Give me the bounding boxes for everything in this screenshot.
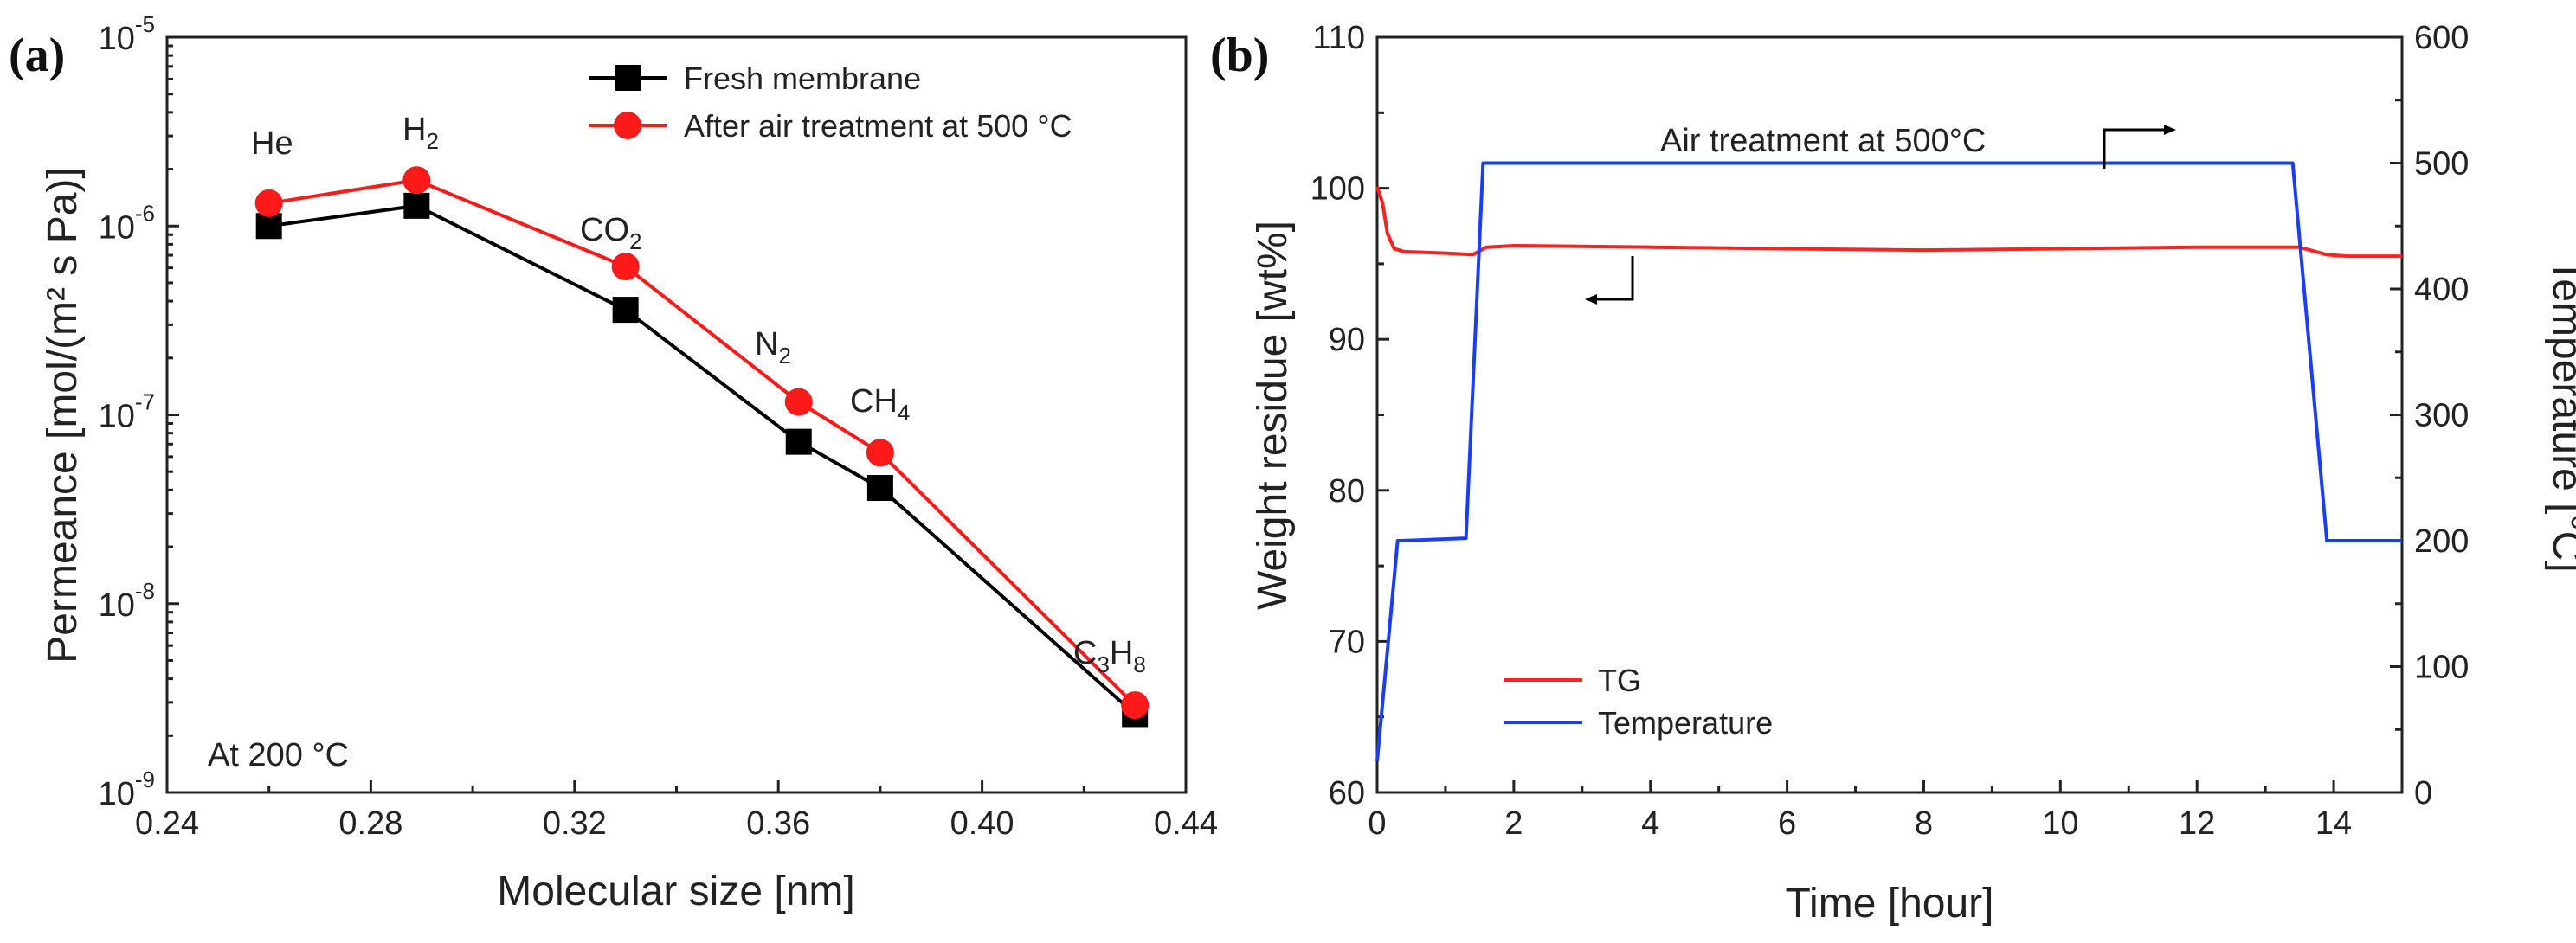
panel-b-x-ticks: 0 2 4 6 8 10 12 14 <box>1368 780 2404 842</box>
panel-b-y-ticks: 60 70 80 90 100 110 <box>1311 20 1389 811</box>
y2-tick-label: 0 <box>2414 775 2432 811</box>
panel-a-y-axis-title: Permeance [mol/(m² s Pa)] <box>40 167 86 663</box>
gas-label: N2 <box>755 326 791 369</box>
panel-a-x-axis-title: Molecular size [nm] <box>497 869 854 914</box>
y-tick-label: 10-7 <box>99 389 155 435</box>
y2-tick-label: 400 <box>2414 272 2469 308</box>
x-tick-label: 10 <box>2042 805 2078 842</box>
legend-marker-fresh <box>615 65 641 91</box>
data-point-treated <box>1121 691 1150 720</box>
panel-b: (b) 0 2 4 6 8 10 12 14 60 70 80 90 100 110 0 100 200 30… <box>1210 20 2576 927</box>
panel-b-y2-axis-title: Temperature [°C] <box>2544 258 2576 572</box>
arrow-to-left-axis <box>1597 256 1634 301</box>
panel-b-y2-ticks: 0 100 200 300 400 500 600 <box>2390 20 2469 811</box>
panel-b-legend: TG Temperature <box>1504 663 1773 741</box>
panel-a-annotation: At 200 °C <box>208 737 349 773</box>
panel-a-x-ticks: 0.24 0.28 0.32 0.36 0.40 0.44 <box>135 780 1218 842</box>
legend-label-fresh: Fresh membrane <box>684 61 921 96</box>
y-tick-label: 10-6 <box>99 200 155 246</box>
panel-b-y-axis-title: Weight residue [wt%] <box>1250 221 1296 610</box>
data-point-fresh <box>612 297 639 324</box>
y-tick-label: 100 <box>1311 171 1365 208</box>
x-tick-label: 2 <box>1504 805 1523 842</box>
y2-tick-label: 600 <box>2414 20 2469 56</box>
y-tick-label: 90 <box>1329 322 1365 358</box>
x-tick-label: 8 <box>1915 805 1933 842</box>
data-point-treated <box>254 189 283 217</box>
y-tick-label: 10-9 <box>99 767 155 812</box>
panel-a-label: (a) <box>9 29 65 82</box>
x-tick-label: 0 <box>1368 805 1386 842</box>
x-tick-label: 0.44 <box>1154 805 1218 842</box>
arrow-to-left-axis-head <box>1585 294 1597 305</box>
data-point-fresh <box>785 428 812 455</box>
y2-tick-label: 300 <box>2414 398 2469 434</box>
x-tick-label: 6 <box>1778 805 1796 842</box>
series-line-tg <box>1375 186 2402 259</box>
y-tick-label: 70 <box>1329 624 1365 660</box>
data-point-fresh <box>403 192 430 219</box>
panel-b-x-axis-title: Time [hour] <box>1786 881 1994 927</box>
legend-label-temperature: Temperature <box>1598 705 1773 741</box>
panel-a-plot-frame <box>165 35 1188 794</box>
panel-b-label: (b) <box>1210 29 1269 82</box>
y2-tick-label: 200 <box>2414 523 2469 560</box>
panel-b-annotation: Air treatment at 500°C <box>1660 123 1986 159</box>
y-tick-label: 60 <box>1329 775 1365 811</box>
arrow-to-right-axis-head <box>2164 125 2176 135</box>
y-tick-label: 80 <box>1329 473 1365 510</box>
x-tick-label: 14 <box>2315 805 2352 842</box>
gas-label: He <box>251 125 293 162</box>
panel-a: (a) 0.24 0.28 0.32 0.36 0.40 0.44 10-910-810-… <box>9 11 1218 914</box>
panel-a-y-ticks: 10-9 10-8 10-7 10-6 10-5 <box>99 11 179 812</box>
y2-tick-label: 100 <box>2414 650 2469 686</box>
data-point-treated <box>866 439 894 467</box>
data-point-fresh <box>255 213 282 240</box>
legend-label-treated: After air treatment at 500 °C <box>684 108 1072 144</box>
gas-label: CO2 <box>580 212 641 254</box>
series-line-treated <box>268 178 1137 707</box>
series-line-temperature <box>1375 161 2402 761</box>
panel-b-series <box>1375 161 2402 761</box>
y-tick-label: 10-8 <box>99 578 155 624</box>
x-tick-label: 12 <box>2179 805 2215 842</box>
panel-a-gas-labels: He H2 CO2 N2 CH4 C3H8 <box>251 112 1146 677</box>
legend-marker-treated <box>614 112 641 139</box>
x-tick-label: 0.32 <box>543 805 607 842</box>
x-tick-label: 0.24 <box>135 805 199 842</box>
arrow-to-right-axis <box>2103 128 2164 169</box>
data-point-fresh <box>866 475 893 502</box>
y-tick-label: 10-5 <box>99 11 155 57</box>
legend-label-tg: TG <box>1598 663 1641 698</box>
panel-a-legend: Fresh membrane After air treatment at 50… <box>589 61 1072 144</box>
x-tick-label: 0.40 <box>950 805 1014 842</box>
gas-label: CH4 <box>850 383 910 426</box>
x-tick-label: 4 <box>1641 805 1659 842</box>
data-point-treated <box>784 388 813 416</box>
x-tick-label: 0.36 <box>746 805 810 842</box>
data-point-treated <box>402 166 431 195</box>
x-tick-label: 0.28 <box>338 805 402 842</box>
data-point-treated <box>611 253 640 281</box>
gas-label: H2 <box>402 112 439 154</box>
y2-tick-label: 500 <box>2414 146 2469 183</box>
series-line-fresh <box>268 203 1137 715</box>
y-tick-label: 110 <box>1312 20 1365 56</box>
gas-label: C3H8 <box>1073 635 1146 677</box>
panel-a-series <box>254 166 1150 728</box>
